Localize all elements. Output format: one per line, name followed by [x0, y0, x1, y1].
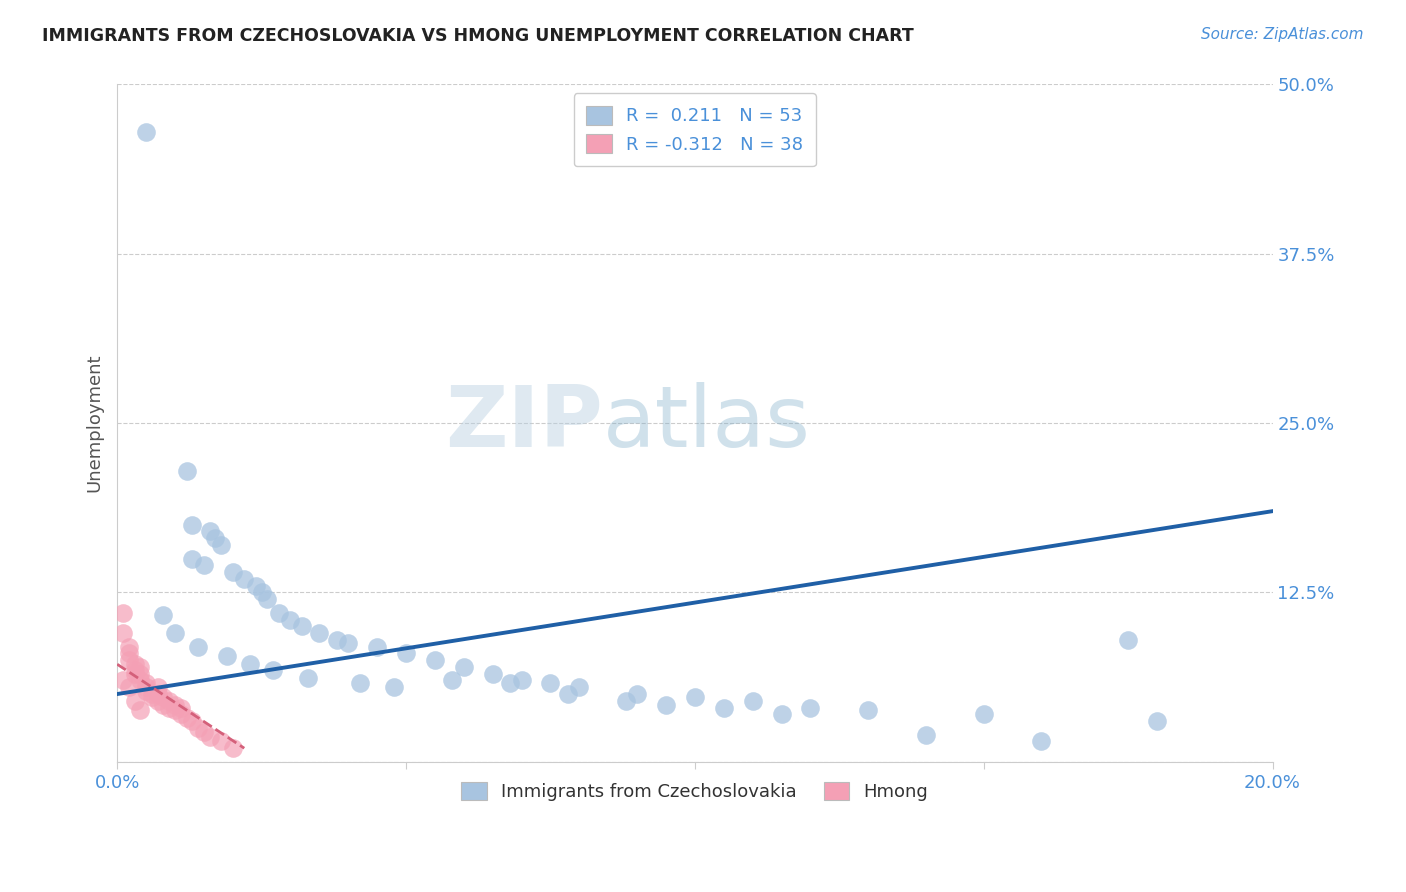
- Point: [291, 619, 314, 633]
- Point: [135, 680, 157, 694]
- Point: [163, 698, 186, 712]
- Point: [187, 721, 209, 735]
- Point: [198, 731, 221, 745]
- Point: [215, 649, 238, 664]
- Point: [366, 640, 388, 654]
- Point: [267, 606, 290, 620]
- Point: [146, 687, 169, 701]
- Point: [129, 666, 152, 681]
- Point: [111, 673, 134, 688]
- Point: [510, 673, 533, 688]
- Point: [308, 626, 330, 640]
- Point: [124, 694, 146, 708]
- Point: [111, 606, 134, 620]
- Point: [193, 725, 215, 739]
- Point: [481, 666, 503, 681]
- Point: [453, 660, 475, 674]
- Point: [193, 558, 215, 573]
- Point: [129, 703, 152, 717]
- Point: [135, 684, 157, 698]
- Point: [181, 551, 204, 566]
- Point: [280, 613, 302, 627]
- Point: [187, 640, 209, 654]
- Legend: Immigrants from Czechoslovakia, Hmong: Immigrants from Czechoslovakia, Hmong: [449, 769, 941, 814]
- Point: [163, 626, 186, 640]
- Point: [239, 657, 262, 672]
- Point: [170, 700, 193, 714]
- Point: [129, 673, 152, 688]
- Point: [157, 694, 180, 708]
- Point: [209, 538, 232, 552]
- Text: IMMIGRANTS FROM CZECHOSLOVAKIA VS HMONG UNEMPLOYMENT CORRELATION CHART: IMMIGRANTS FROM CZECHOSLOVAKIA VS HMONG …: [42, 27, 914, 45]
- Point: [799, 700, 821, 714]
- Text: Source: ZipAtlas.com: Source: ZipAtlas.com: [1201, 27, 1364, 42]
- Y-axis label: Unemployment: Unemployment: [86, 354, 103, 492]
- Point: [655, 698, 678, 712]
- Point: [1031, 734, 1053, 748]
- Point: [198, 524, 221, 539]
- Point: [152, 698, 174, 712]
- Point: [395, 647, 418, 661]
- Point: [124, 666, 146, 681]
- Point: [384, 680, 406, 694]
- Point: [1146, 714, 1168, 728]
- Point: [973, 707, 995, 722]
- Point: [146, 680, 169, 694]
- Point: [614, 694, 637, 708]
- Point: [568, 680, 591, 694]
- Text: atlas: atlas: [602, 382, 810, 465]
- Point: [337, 635, 360, 649]
- Point: [557, 687, 579, 701]
- Point: [129, 660, 152, 674]
- Point: [423, 653, 446, 667]
- Point: [256, 592, 278, 607]
- Point: [118, 647, 141, 661]
- Point: [325, 632, 347, 647]
- Point: [141, 687, 163, 701]
- Point: [683, 690, 706, 704]
- Point: [176, 463, 198, 477]
- Point: [245, 579, 267, 593]
- Point: [135, 125, 157, 139]
- Point: [146, 694, 169, 708]
- Point: [856, 703, 879, 717]
- Point: [713, 700, 735, 714]
- Point: [118, 680, 141, 694]
- Point: [538, 676, 561, 690]
- Point: [233, 572, 256, 586]
- Point: [204, 531, 226, 545]
- Point: [170, 707, 193, 722]
- Point: [741, 694, 763, 708]
- Point: [1116, 632, 1139, 647]
- Point: [770, 707, 793, 722]
- Point: [141, 690, 163, 704]
- Point: [176, 711, 198, 725]
- Point: [626, 687, 648, 701]
- Point: [124, 657, 146, 672]
- Point: [262, 663, 284, 677]
- Point: [441, 673, 464, 688]
- Point: [222, 741, 245, 756]
- Point: [152, 690, 174, 704]
- Point: [499, 676, 522, 690]
- Point: [250, 585, 273, 599]
- Point: [152, 608, 174, 623]
- Point: [209, 734, 232, 748]
- Point: [118, 653, 141, 667]
- Point: [915, 728, 938, 742]
- Point: [181, 714, 204, 728]
- Point: [163, 703, 186, 717]
- Point: [222, 565, 245, 579]
- Point: [124, 663, 146, 677]
- Point: [111, 626, 134, 640]
- Text: ZIP: ZIP: [444, 382, 602, 465]
- Point: [135, 676, 157, 690]
- Point: [297, 671, 319, 685]
- Point: [118, 640, 141, 654]
- Point: [157, 700, 180, 714]
- Point: [349, 676, 371, 690]
- Point: [181, 517, 204, 532]
